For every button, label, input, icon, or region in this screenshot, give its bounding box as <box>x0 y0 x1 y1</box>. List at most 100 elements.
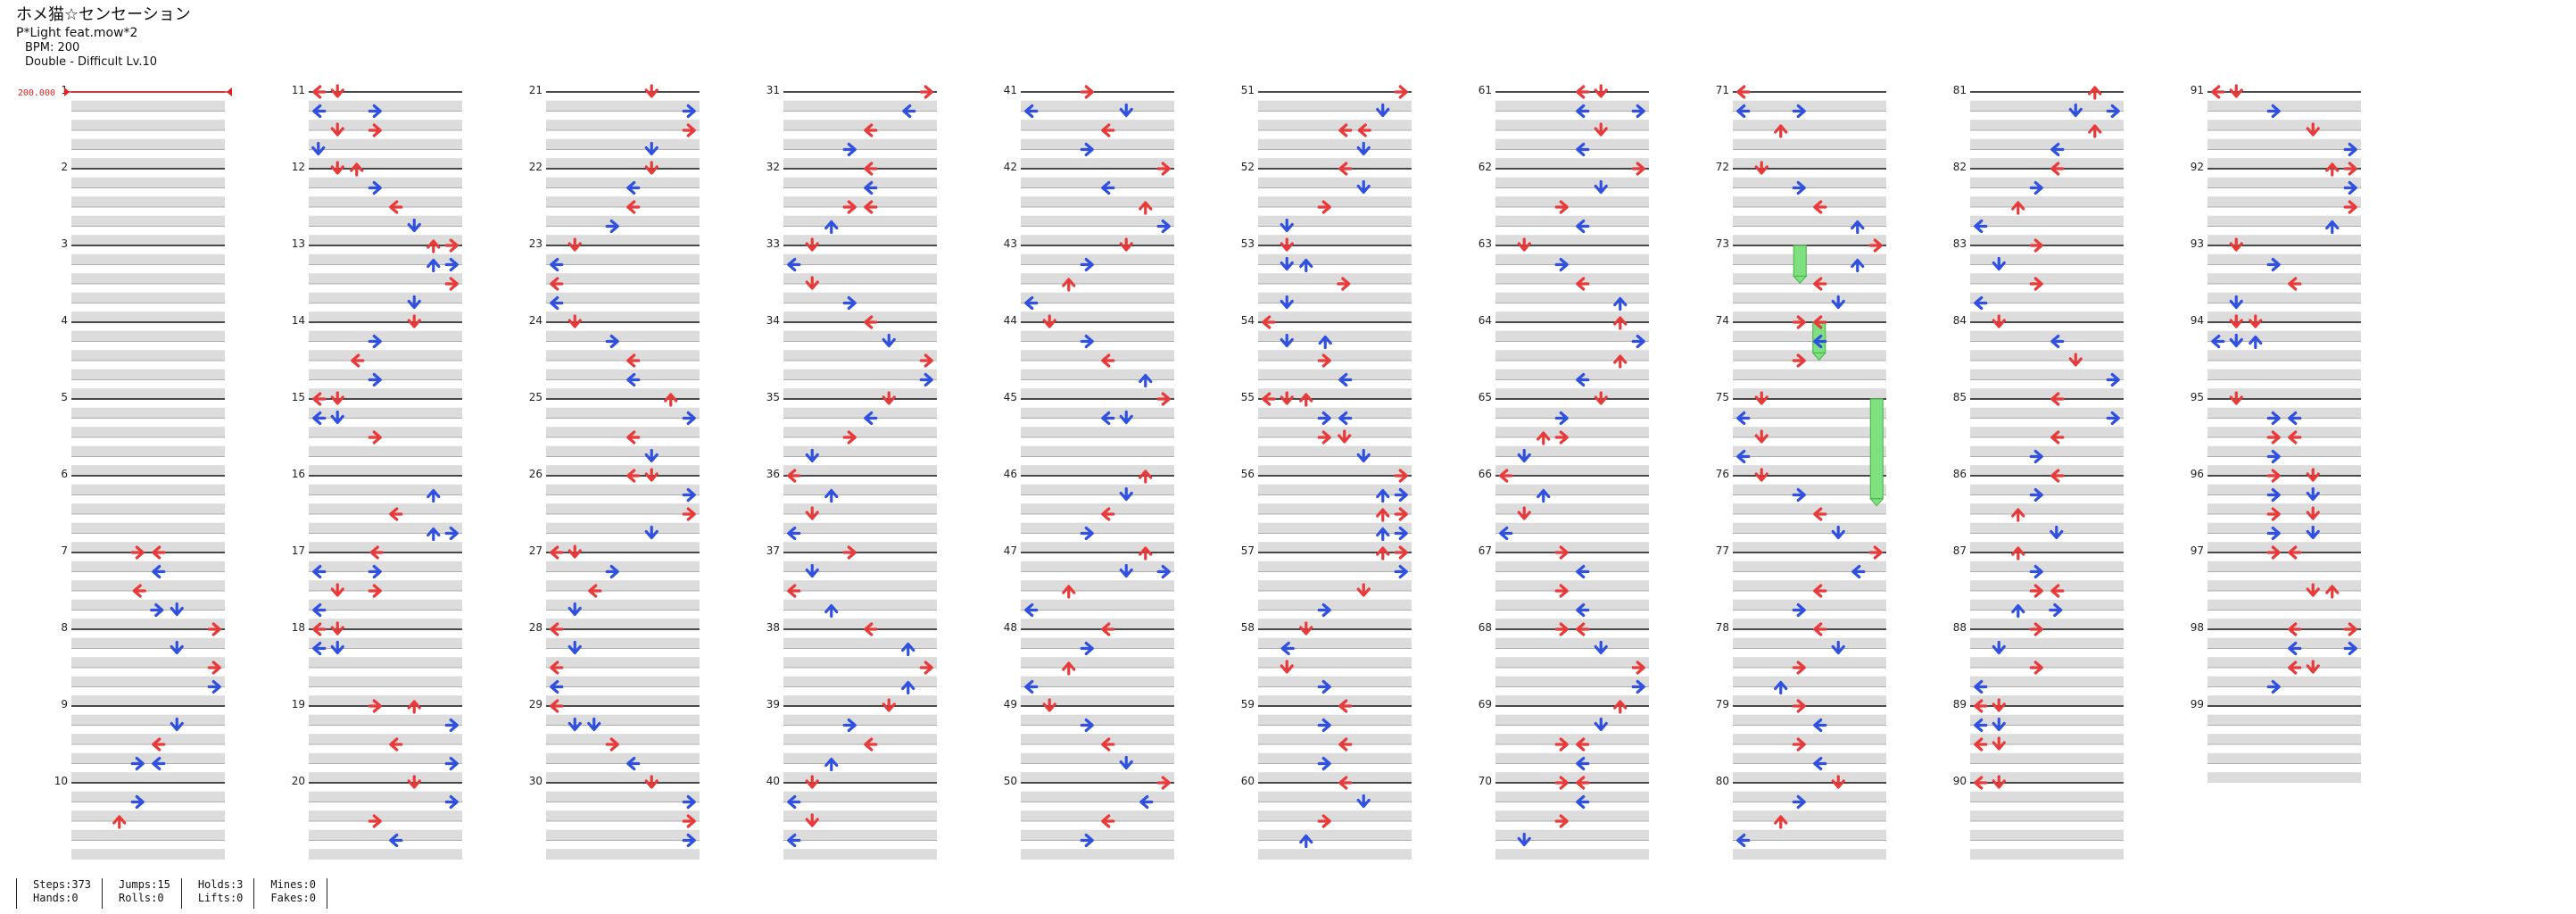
arrow-left-icon <box>550 679 564 694</box>
arrow-up-icon <box>824 220 839 235</box>
measure-36: 36 <box>766 468 937 553</box>
arrow-left-icon <box>1813 584 1827 598</box>
arrow-right-icon <box>842 430 857 445</box>
measure-9: 9 <box>61 698 225 783</box>
measure-23: 23 <box>529 237 700 322</box>
arrow-down-icon <box>882 698 896 712</box>
beat-band <box>783 215 937 227</box>
arrow-down-icon <box>2306 486 2320 502</box>
stat-value: Rolls:0 <box>119 892 164 904</box>
measure-48: 48 <box>1004 621 1174 706</box>
arrow-left-icon <box>787 584 801 598</box>
beat-band <box>546 445 700 457</box>
arrow-right-icon <box>605 219 619 234</box>
beat-band <box>309 292 462 303</box>
arrow-down-icon <box>1376 103 1390 118</box>
measure-number: 90 <box>1953 775 1967 787</box>
arrow-down-icon <box>1831 525 1845 540</box>
hold-note <box>1793 245 1808 285</box>
beat-band <box>1733 695 1886 706</box>
beat-band <box>1258 369 1412 380</box>
arrow-left-icon <box>550 277 564 291</box>
beat-band <box>783 829 937 841</box>
measure-7: 7 <box>61 544 225 629</box>
beat-band <box>71 292 225 303</box>
beat-band <box>1021 580 1174 591</box>
measure-number: 31 <box>766 84 780 96</box>
beat-band <box>309 657 462 668</box>
measure-number: 87 <box>1953 544 1967 557</box>
arrow-right-icon <box>1080 334 1094 349</box>
beat-band <box>1258 714 1412 726</box>
arrow-up-icon <box>1318 335 1332 350</box>
arrow-right-icon <box>1317 756 1331 771</box>
arrow-down-icon <box>407 218 421 233</box>
beat-band <box>1733 273 1886 284</box>
arrow-down-icon <box>2229 333 2243 348</box>
arrow-left-icon <box>1024 295 1039 311</box>
beat-band <box>1495 522 1649 534</box>
measure-65: 65 <box>1479 391 1649 476</box>
beat-band <box>1733 714 1886 726</box>
beat-band <box>1258 829 1412 841</box>
beat-band <box>1733 407 1886 419</box>
beat-band <box>783 695 937 706</box>
arrow-left-icon <box>351 353 365 368</box>
arrow-down-icon <box>1280 256 1294 271</box>
arrow-right-icon <box>2266 430 2281 445</box>
beat-band <box>783 752 937 764</box>
beat-band <box>309 312 462 322</box>
beat-band <box>1733 849 1886 860</box>
beat-band <box>783 714 937 726</box>
beat-band <box>1021 158 1174 169</box>
measure-number: 25 <box>529 391 543 403</box>
arrow-left-icon <box>152 737 166 752</box>
arrow-left-icon <box>1576 85 1590 99</box>
arrow-right-icon <box>1317 718 1331 733</box>
beat-band <box>546 599 700 611</box>
measure-number: 4 <box>61 314 68 327</box>
arrow-up-icon <box>1139 546 1153 561</box>
beat-band <box>2207 407 2361 419</box>
arrow-left-icon <box>864 180 878 195</box>
beat-band <box>1733 445 1886 457</box>
measure-84: 84 <box>1953 314 2124 399</box>
beat-band <box>783 100 937 112</box>
beat-band <box>309 714 462 726</box>
beat-band <box>1495 177 1649 188</box>
beat-band <box>1733 235 1886 245</box>
arrow-right-icon <box>1792 602 1806 618</box>
arrow-up-icon <box>350 162 364 177</box>
beat-band <box>1021 791 1174 802</box>
beat-band <box>1258 503 1412 514</box>
beat-band <box>1970 388 2124 399</box>
arrow-left-icon <box>152 564 166 579</box>
beat-band <box>783 810 937 821</box>
arrow-up-icon <box>1139 373 1153 388</box>
beat-band <box>1258 580 1412 591</box>
arrow-left-icon <box>1576 622 1590 636</box>
measure-number: 88 <box>1953 621 1967 634</box>
arrow-left-icon <box>2050 430 2065 445</box>
beat-band <box>1021 369 1174 380</box>
arrow-up-icon <box>1062 278 1076 292</box>
beat-band <box>71 657 225 668</box>
beat-band <box>1495 100 1649 112</box>
arrow-right-icon <box>2106 411 2120 426</box>
arrow-left-icon <box>2288 277 2302 291</box>
measure-83: 83 <box>1953 237 2124 322</box>
beat-band <box>1495 849 1649 860</box>
measure-number: 59 <box>1241 698 1255 710</box>
arrow-down-icon <box>2306 583 2320 597</box>
beat-band <box>1970 522 2124 534</box>
beat-band <box>1258 407 1412 419</box>
beat-band <box>71 253 225 265</box>
arrow-up-icon <box>1299 258 1313 273</box>
beat-band <box>1258 312 1412 322</box>
measure-47: 47 <box>1004 544 1174 629</box>
beat-band <box>309 388 462 399</box>
beat-band <box>309 427 462 437</box>
arrow-left-icon <box>2050 334 2065 349</box>
arrow-up-icon <box>1613 296 1628 312</box>
arrow-up-icon <box>1299 834 1313 849</box>
